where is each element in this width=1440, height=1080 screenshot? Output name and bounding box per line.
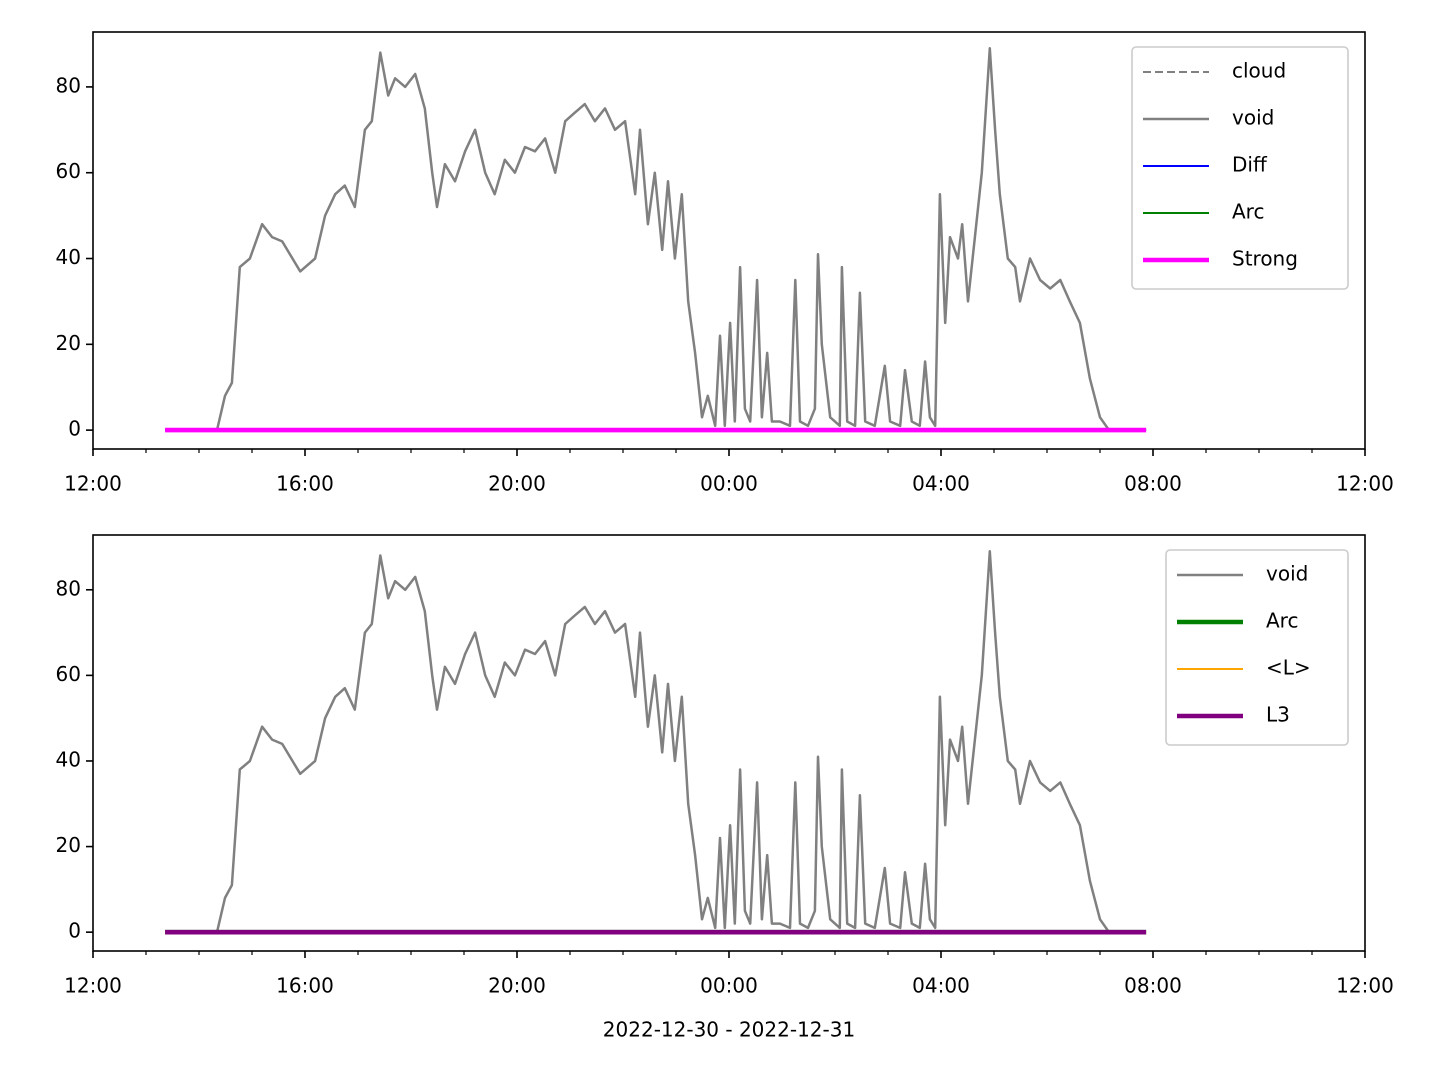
y-tick-label: 60 [56,159,81,183]
legend-label: L3 [1266,703,1290,727]
y-tick-label: 20 [56,331,81,355]
x-tick-label: 00:00 [700,472,758,496]
legend-box [1165,549,1349,746]
legend-box [1131,46,1349,290]
y-tick-label: 60 [56,662,81,686]
x-axis-label: 2022-12-30 - 2022-12-31 [603,1018,855,1042]
legend-label: void [1232,106,1274,130]
legend-label: Diff [1232,153,1268,177]
legend-label: <L> [1266,656,1311,680]
x-tick-label: 04:00 [912,472,970,496]
legend-label: Arc [1232,200,1264,224]
x-tick-label: 20:00 [488,974,546,998]
y-tick-label: 0 [68,417,81,441]
x-tick-label: 00:00 [700,974,758,998]
series-line [215,550,1111,933]
x-tick-label: 20:00 [488,472,546,496]
plot-area [165,47,1147,433]
y-tick-label: 20 [56,833,81,857]
y-tick-label: 40 [56,747,81,771]
axes-frame [92,534,1366,952]
plot-area [165,550,1147,935]
axes-frame [92,31,1366,450]
x-tick-label: 16:00 [276,974,334,998]
series-line [215,47,1111,431]
x-tick-label: 12:00 [64,974,122,998]
legend-label: cloud [1232,59,1286,83]
legend-label: void [1266,562,1308,586]
y-tick-label: 40 [56,245,81,269]
x-tick-label: 08:00 [1124,974,1182,998]
x-tick-label: 16:00 [276,472,334,496]
y-tick-label: 0 [68,919,81,943]
legend-label: Strong [1232,247,1298,271]
x-tick-label: 12:00 [1336,472,1394,496]
x-tick-label: 04:00 [912,974,970,998]
y-tick-label: 80 [56,576,81,600]
x-tick-label: 12:00 [1336,974,1394,998]
legend-label: Arc [1266,609,1298,633]
x-tick-label: 12:00 [64,472,122,496]
x-tick-label: 08:00 [1124,472,1182,496]
y-tick-label: 80 [56,73,81,97]
